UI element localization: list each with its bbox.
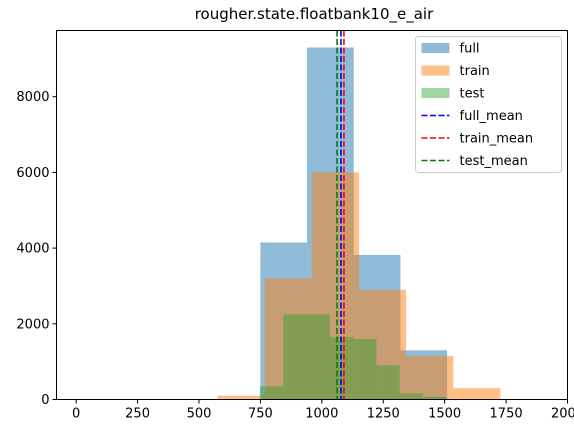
bar-test-2	[329, 337, 354, 400]
y-tick-label-6000: 6000	[16, 166, 49, 181]
bar-test-0	[259, 386, 284, 400]
y-tick-label-4000: 4000	[16, 242, 49, 257]
legend-swatch-full	[421, 43, 450, 53]
bar-train-2	[311, 172, 359, 400]
legend-swatch-train	[421, 65, 450, 76]
y-axis: 0 2000 4000 6000 8000	[16, 90, 57, 408]
legend-swatch-test	[421, 88, 450, 98]
plot-frame	[56, 30, 568, 400]
bar-train-4	[406, 355, 454, 400]
chart-title: rougher.state.floatbank10_e_air	[195, 5, 434, 24]
legend: full train test full_mean train_mean test_mea…	[415, 36, 562, 173]
x-axis: 0 250 500 750 1000 1250 1500 1750 2000	[72, 399, 574, 422]
x-tick-label-1250: 1250	[367, 407, 400, 422]
legend-label-test_mean: test_mean	[460, 154, 528, 169]
legend-label-train: train	[460, 64, 490, 79]
x-tick-label-1750: 1750	[490, 407, 523, 422]
histogram-bars	[217, 47, 501, 400]
legend-box	[415, 36, 562, 173]
y-tick-label-8000: 8000	[16, 90, 49, 105]
x-tick-label-750: 750	[248, 407, 273, 422]
bar-train-0	[217, 395, 265, 400]
bar-train-5	[453, 388, 501, 400]
legend-label-full_mean: full_mean	[460, 109, 523, 124]
legend-label-full: full	[460, 42, 480, 57]
y-tick-label-2000: 2000	[16, 317, 49, 332]
bar-test-3	[353, 338, 377, 400]
x-tick-label-1000: 1000	[305, 407, 338, 422]
legend-label-test: test	[460, 87, 485, 102]
bar-train-3	[358, 289, 407, 400]
x-tick-label-500: 500	[187, 407, 212, 422]
bar-train-1	[264, 278, 312, 400]
bar-test-4	[376, 365, 400, 400]
y-tick-label-0: 0	[41, 393, 49, 408]
x-tick-label-250: 250	[125, 407, 150, 422]
x-tick-label-2000: 2000	[551, 407, 574, 422]
bar-test-5	[399, 393, 424, 400]
bar-test-6	[423, 396, 447, 400]
bar-test-1	[283, 314, 330, 400]
x-tick-label-0: 0	[72, 407, 80, 422]
legend-label-train_mean: train_mean	[460, 132, 534, 147]
mean-lines	[336, 30, 345, 400]
x-tick-label-1500: 1500	[428, 407, 461, 422]
